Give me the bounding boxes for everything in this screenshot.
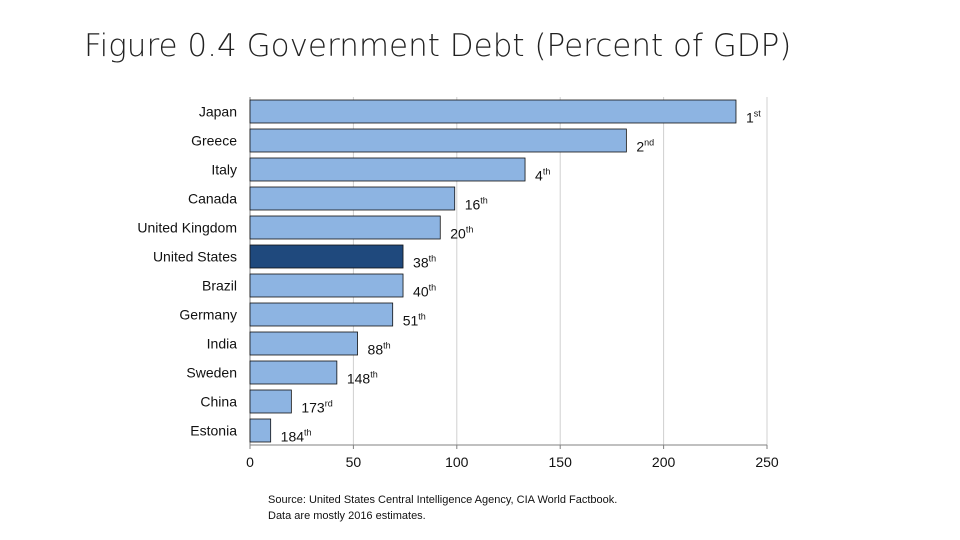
bar-brazil <box>249 273 404 298</box>
bar-united-states <box>249 244 404 269</box>
source-line-2: Data are mostly 2016 estimates. <box>268 510 426 522</box>
x-tick-label: 100 <box>445 454 469 470</box>
rank-number: 184 <box>281 429 305 445</box>
bar-india <box>249 331 358 356</box>
x-tick-label: 0 <box>246 454 254 470</box>
rank-suffix: rd <box>325 399 333 409</box>
bar-canada <box>249 186 456 211</box>
rank-suffix: th <box>429 283 437 293</box>
bar-china <box>249 389 292 414</box>
x-tick-label: 150 <box>549 454 573 470</box>
category-label: Sweden <box>186 365 237 381</box>
rank-number: 38 <box>413 255 429 271</box>
rank-suffix: nd <box>644 138 654 148</box>
rank-label: 173rd <box>301 399 332 416</box>
rank-label: 51th <box>403 312 426 329</box>
rank-label: 40th <box>413 283 436 300</box>
rank-suffix: st <box>754 109 762 119</box>
x-tick-label: 250 <box>755 454 779 470</box>
bar-germany <box>249 302 394 327</box>
rank-number: 40 <box>413 284 429 300</box>
rank-label: 184th <box>281 428 312 445</box>
bar-greece <box>249 128 627 153</box>
bar-japan <box>249 99 737 124</box>
rank-number: 173 <box>301 400 325 416</box>
source-line-1: Source: United States Central Intelligen… <box>268 494 618 506</box>
rank-number: 51 <box>403 313 419 329</box>
rank-number: 148 <box>347 371 371 387</box>
slide-title: Figure 0.4 Government Debt (Percent of G… <box>84 28 792 64</box>
category-label: Japan <box>199 104 237 120</box>
category-label: Italy <box>211 162 237 178</box>
category-label: Germany <box>179 307 237 323</box>
category-label: Canada <box>188 191 237 207</box>
rank-suffix: th <box>370 370 378 380</box>
rank-number: 2 <box>636 139 644 155</box>
source-note: Source: United States Central Intelligen… <box>268 492 617 524</box>
rank-number: 88 <box>368 342 384 358</box>
rank-label: 16th <box>465 196 488 213</box>
rank-label: 148th <box>347 370 378 387</box>
category-label: United States <box>153 249 237 265</box>
rank-suffix: th <box>466 225 474 235</box>
rank-suffix: th <box>543 167 551 177</box>
bar-italy <box>249 157 526 182</box>
category-label: China <box>200 394 237 410</box>
category-label: India <box>207 336 238 352</box>
rank-label: 88th <box>368 341 391 358</box>
rank-suffix: th <box>418 312 426 322</box>
rank-number: 20 <box>450 226 466 242</box>
category-label: Greece <box>191 133 237 149</box>
category-label: Brazil <box>202 278 237 294</box>
rank-label: 4th <box>535 167 550 184</box>
rank-number: 16 <box>465 197 481 213</box>
rank-suffix: th <box>304 428 312 438</box>
bar-sweden <box>249 360 338 385</box>
rank-number: 1 <box>746 110 754 126</box>
bar-united-kingdom <box>249 215 441 240</box>
rank-suffix: th <box>429 254 437 264</box>
category-label: United Kingdom <box>137 220 237 236</box>
rank-suffix: th <box>480 196 488 206</box>
rank-label: 20th <box>450 225 473 242</box>
bar-estonia <box>249 418 272 443</box>
rank-label: 2nd <box>636 138 654 155</box>
rank-label: 1st <box>746 109 761 126</box>
x-tick-label: 50 <box>346 454 362 470</box>
rank-label: 38th <box>413 254 436 271</box>
category-label: Estonia <box>190 423 237 439</box>
x-tick-label: 200 <box>652 454 676 470</box>
rank-suffix: th <box>383 341 391 351</box>
rank-number: 4 <box>535 168 543 184</box>
